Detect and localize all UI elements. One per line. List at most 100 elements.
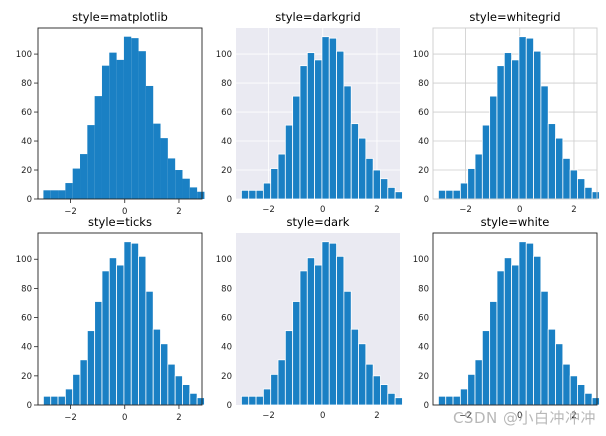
histogram-bar <box>511 264 520 406</box>
histogram-bar <box>72 168 81 199</box>
histogram-bar <box>343 85 352 200</box>
histogram-bar <box>394 397 403 406</box>
y-tick-label: 80 <box>21 79 32 89</box>
histogram-bar <box>101 270 110 406</box>
histogram-bar <box>314 59 323 200</box>
histogram-bar <box>328 242 337 406</box>
subplot-ticks: 0 20 40 60 80 100 −2 0 2 style=ticks <box>16 215 205 423</box>
x-tick-label: 2 <box>374 205 379 215</box>
histogram-bar <box>182 384 191 406</box>
histogram-bar <box>314 264 323 406</box>
histogram-bar <box>372 375 381 406</box>
histogram-bar <box>175 170 183 199</box>
histogram-bar <box>445 189 454 200</box>
subplot-darkgrid: 0 20 40 60 80 100 −2 0 2 style=darkgrid <box>216 10 403 215</box>
histogram-bar <box>306 257 316 406</box>
histogram-bar <box>182 178 190 199</box>
histogram-bar <box>474 359 483 406</box>
histogram-bar <box>577 178 586 200</box>
histogram-bar <box>372 169 381 200</box>
histogram-bar <box>299 65 308 200</box>
histogram-bar <box>365 158 374 200</box>
y-tick-label: 20 <box>221 372 232 382</box>
histogram-bar <box>525 37 534 200</box>
histogram-bar <box>160 138 168 199</box>
histogram-bar <box>584 392 593 406</box>
histogram-bar <box>109 52 117 200</box>
watermark: CSDN @小白冲冲冲 <box>452 409 596 427</box>
axes-frame <box>37 232 203 406</box>
x-tick-label: −2 <box>459 411 472 421</box>
x-tick-label: 0 <box>517 411 522 421</box>
histogram-bar <box>153 123 161 199</box>
histogram-bar <box>496 270 505 406</box>
histogram-bar <box>116 59 124 200</box>
histogram-bar <box>270 168 279 200</box>
histogram-bar <box>438 189 447 200</box>
histogram-bar <box>197 191 205 199</box>
histogram-bar <box>86 330 96 406</box>
histogram-bar <box>503 257 513 406</box>
histogram-bar <box>167 158 176 199</box>
subplot-white: 0 20 40 60 80 100 −2 0 2 style=white <box>413 215 600 421</box>
histogram-bar <box>336 255 345 406</box>
y-tick-label: 0 <box>227 401 232 411</box>
histogram-bar <box>358 343 367 406</box>
histogram-bar <box>350 328 359 406</box>
histogram-bar <box>123 241 132 406</box>
histogram-bar <box>496 65 505 200</box>
histogram-bar <box>321 241 330 406</box>
y-tick-label: 80 <box>221 284 232 294</box>
histogram-bar <box>438 395 447 406</box>
histogram-bar <box>145 85 154 199</box>
x-tick-label: 2 <box>176 207 181 217</box>
histogram-bar <box>365 363 374 406</box>
histogram-bar <box>525 242 534 406</box>
histogram-bar <box>591 191 600 200</box>
histogram-bar <box>518 241 527 406</box>
histogram-bar <box>152 328 161 406</box>
histogram-bar <box>65 183 73 199</box>
histogram-bar <box>452 189 461 200</box>
x-tick-label: 2 <box>374 411 379 421</box>
histogram-bar <box>189 187 198 199</box>
y-tick-label: 40 <box>21 343 32 353</box>
histogram-bar <box>445 395 454 406</box>
histogram-bar <box>138 255 147 406</box>
x-tick-label: 0 <box>320 411 325 421</box>
histogram-bar <box>336 50 345 200</box>
histogram-bar <box>57 395 66 406</box>
y-tick-label: 0 <box>27 401 32 411</box>
histogram-bar <box>50 395 59 406</box>
y-tick-label: 40 <box>418 137 429 147</box>
y-tick-label: 40 <box>221 137 232 147</box>
histogram-bar <box>380 178 389 200</box>
x-tick-label: 2 <box>571 411 576 421</box>
y-tick-label: 80 <box>418 284 429 294</box>
histogram-bar <box>533 255 542 406</box>
histogram-bar <box>481 330 491 406</box>
subplot-title: style=white <box>481 215 550 229</box>
y-tick-label: 20 <box>418 166 429 176</box>
histogram-bar <box>241 395 250 406</box>
y-tick-label: 60 <box>418 314 429 324</box>
histogram-bar <box>248 395 257 406</box>
histogram-bar <box>189 392 198 406</box>
x-tick-label: −2 <box>64 207 77 217</box>
histogram-bar <box>262 388 272 406</box>
histogram-bar <box>328 37 337 200</box>
y-tick-label: 20 <box>21 372 32 382</box>
x-tick-label: −2 <box>64 413 77 423</box>
y-tick-label: 80 <box>21 284 32 294</box>
y-tick-label: 0 <box>424 195 429 205</box>
histogram-bar <box>123 36 132 199</box>
y-tick-label: 100 <box>413 50 429 60</box>
histogram-bar <box>394 191 403 200</box>
histogram-bar <box>511 59 520 200</box>
x-tick-label: 0 <box>122 413 127 423</box>
histogram-bar <box>108 257 118 406</box>
histogram-bar <box>255 189 264 200</box>
histogram-bar <box>547 123 556 200</box>
histogram-bar <box>174 375 183 406</box>
x-tick-label: 0 <box>122 207 127 217</box>
